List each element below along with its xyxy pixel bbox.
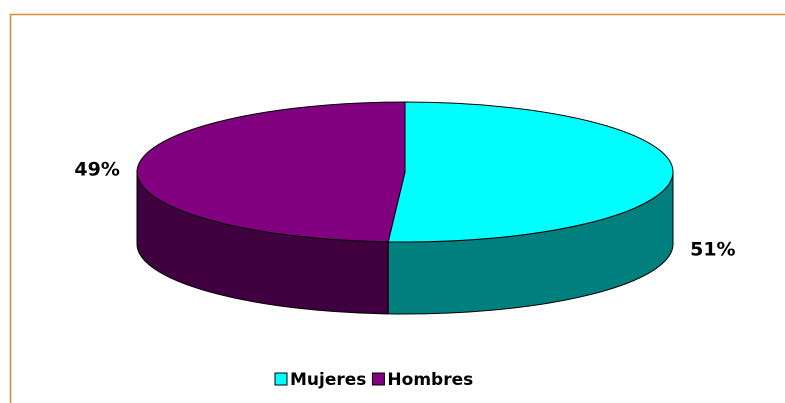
data-label: 51% (690, 238, 735, 260)
slice (136, 101, 406, 243)
legend-label: Mujeres (290, 370, 366, 390)
slice (387, 101, 674, 243)
data-label: 49% (74, 158, 119, 180)
legend-swatch (371, 372, 385, 386)
legend-label: Hombres (387, 370, 473, 390)
legend-swatch (274, 372, 288, 386)
